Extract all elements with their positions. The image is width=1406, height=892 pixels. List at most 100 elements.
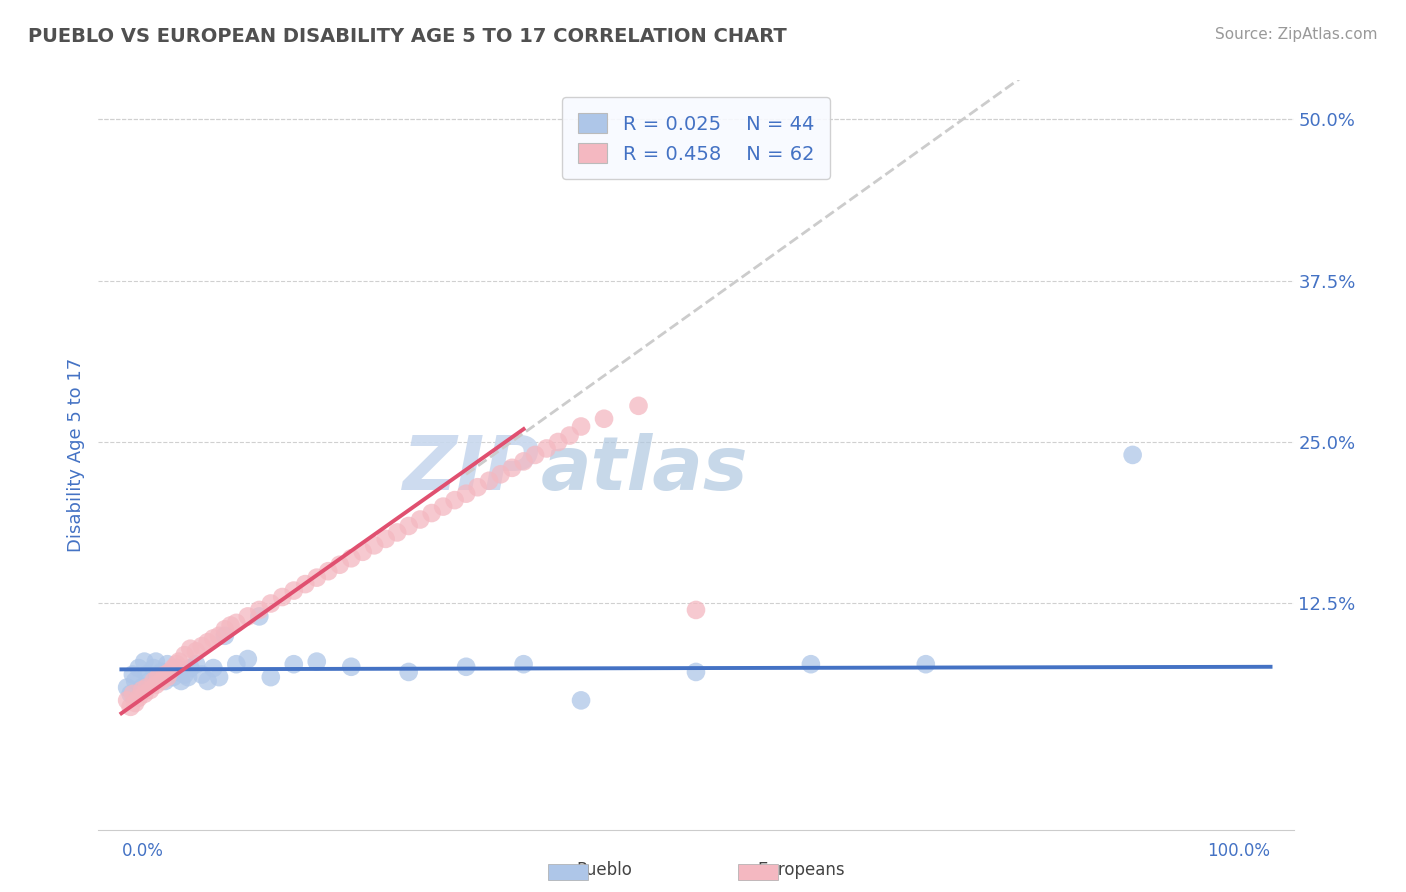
- Point: [685, 603, 707, 617]
- Point: [197, 635, 219, 649]
- Point: [128, 661, 150, 675]
- Point: [170, 673, 193, 688]
- Point: [173, 667, 195, 681]
- Point: [524, 448, 547, 462]
- Point: [569, 419, 592, 434]
- Point: [148, 670, 170, 684]
- Point: [208, 670, 231, 684]
- Point: [627, 399, 650, 413]
- Point: [219, 618, 242, 632]
- Point: [134, 687, 156, 701]
- Point: [153, 673, 176, 688]
- Point: [139, 673, 162, 688]
- Point: [115, 681, 138, 695]
- Text: ZIP: ZIP: [404, 434, 541, 507]
- Point: [398, 519, 420, 533]
- Text: Pueblo: Pueblo: [576, 861, 633, 879]
- Text: 100.0%: 100.0%: [1208, 842, 1271, 861]
- Point: [467, 480, 489, 494]
- Point: [145, 655, 167, 669]
- Point: [363, 538, 385, 552]
- Point: [685, 665, 707, 679]
- Point: [214, 623, 236, 637]
- Point: [225, 657, 247, 672]
- Point: [124, 696, 146, 710]
- Point: [145, 678, 167, 692]
- Point: [385, 525, 409, 540]
- Y-axis label: Disability Age 5 to 17: Disability Age 5 to 17: [66, 358, 84, 552]
- Point: [166, 661, 188, 675]
- Point: [512, 657, 534, 672]
- Point: [177, 670, 200, 684]
- Point: [443, 493, 465, 508]
- Point: [179, 661, 201, 675]
- Point: [197, 673, 219, 688]
- Point: [398, 665, 420, 679]
- Point: [236, 652, 259, 666]
- Point: [150, 665, 173, 679]
- Point: [135, 681, 157, 695]
- Point: [316, 564, 339, 578]
- Point: [247, 609, 270, 624]
- Point: [294, 577, 316, 591]
- Point: [432, 500, 454, 514]
- Point: [115, 693, 138, 707]
- Point: [914, 657, 936, 672]
- Point: [260, 670, 283, 684]
- Point: [142, 661, 165, 675]
- Point: [420, 506, 443, 520]
- Point: [202, 661, 225, 675]
- Point: [179, 641, 201, 656]
- Point: [283, 657, 305, 672]
- Point: [162, 661, 184, 675]
- Point: [120, 699, 142, 714]
- Point: [456, 486, 478, 500]
- Point: [271, 590, 294, 604]
- Point: [214, 629, 236, 643]
- Point: [128, 690, 150, 705]
- Point: [283, 583, 305, 598]
- Point: [131, 681, 153, 695]
- Point: [340, 660, 363, 674]
- Point: [122, 687, 145, 701]
- Point: [800, 657, 823, 672]
- Text: PUEBLO VS EUROPEAN DISABILITY AGE 5 TO 17 CORRELATION CHART: PUEBLO VS EUROPEAN DISABILITY AGE 5 TO 1…: [28, 27, 787, 45]
- Point: [184, 644, 207, 658]
- Point: [247, 603, 270, 617]
- Point: [478, 474, 501, 488]
- Point: [558, 428, 581, 442]
- Point: [329, 558, 352, 572]
- Point: [501, 460, 523, 475]
- Point: [569, 693, 592, 707]
- Point: [124, 673, 146, 688]
- Point: [139, 683, 162, 698]
- Legend: R = 0.025    N = 44, R = 0.458    N = 62: R = 0.025 N = 44, R = 0.458 N = 62: [562, 97, 830, 179]
- Point: [120, 687, 142, 701]
- Point: [150, 673, 173, 688]
- Point: [159, 667, 181, 681]
- Point: [134, 655, 156, 669]
- Point: [153, 667, 176, 681]
- Point: [191, 667, 214, 681]
- Point: [236, 609, 259, 624]
- Point: [1122, 448, 1144, 462]
- Text: atlas: atlas: [541, 434, 748, 507]
- Point: [166, 657, 188, 672]
- Point: [159, 665, 181, 679]
- Point: [456, 660, 478, 674]
- Point: [156, 657, 179, 672]
- Point: [162, 670, 184, 684]
- Point: [352, 545, 374, 559]
- Point: [167, 665, 190, 679]
- Point: [156, 670, 179, 684]
- Text: 0.0%: 0.0%: [121, 842, 163, 861]
- Point: [305, 655, 328, 669]
- Point: [167, 655, 190, 669]
- Point: [374, 532, 396, 546]
- Point: [122, 667, 145, 681]
- Point: [191, 639, 214, 653]
- Point: [202, 632, 225, 646]
- Point: [142, 673, 165, 688]
- Point: [135, 667, 157, 681]
- Point: [512, 454, 534, 468]
